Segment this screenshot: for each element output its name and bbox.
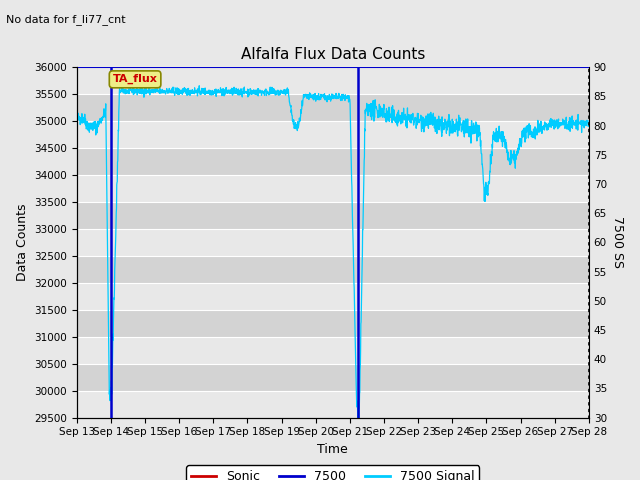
Bar (77, 337, 589, 364)
Bar (77, 256, 589, 283)
Bar (77, 67, 589, 94)
Text: TA_flux: TA_flux (113, 74, 157, 84)
Y-axis label: 7500 SS: 7500 SS (611, 216, 623, 268)
Bar (77, 391, 589, 418)
Text: No data for f_li77_cnt: No data for f_li77_cnt (6, 14, 126, 25)
Title: Alfalfa Flux Data Counts: Alfalfa Flux Data Counts (241, 47, 425, 62)
Y-axis label: Data Counts: Data Counts (15, 204, 29, 281)
Bar (77, 175, 589, 202)
Bar (77, 148, 589, 175)
Legend: Sonic, 7500, 7500 Signal: Sonic, 7500, 7500 Signal (186, 466, 479, 480)
Bar (77, 364, 589, 391)
Bar (77, 229, 589, 256)
Bar (77, 202, 589, 229)
X-axis label: Time: Time (317, 443, 348, 456)
Bar (77, 310, 589, 337)
Bar (77, 283, 589, 310)
Bar (77, 94, 589, 121)
Bar (77, 121, 589, 148)
